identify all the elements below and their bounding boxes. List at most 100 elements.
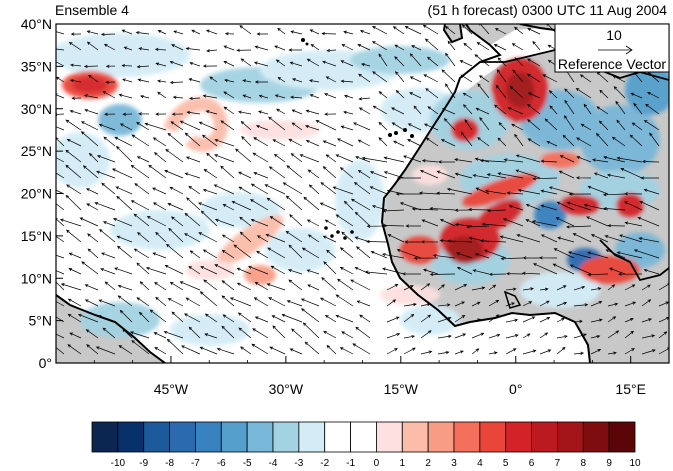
wind-arrow — [395, 192, 421, 196]
wind-arrow — [340, 125, 354, 131]
wind-arrow — [572, 233, 592, 243]
wind-arrow — [339, 167, 354, 179]
wind-arrow — [322, 140, 337, 147]
wind-arrow — [86, 203, 99, 211]
wind-arrow — [281, 313, 303, 323]
wind-arrow — [169, 281, 184, 291]
wind-arrow — [590, 301, 603, 307]
wind-arrow — [288, 48, 302, 52]
wind-arrow — [580, 123, 592, 131]
wind-arrow — [238, 327, 252, 339]
wind-arrow — [69, 109, 82, 115]
wind-arrow — [359, 30, 371, 35]
wind-arrow — [186, 110, 201, 115]
wind-arrow — [443, 118, 456, 131]
wind-arrow — [419, 169, 439, 179]
wind-arrow — [56, 270, 65, 275]
wind-arrow — [203, 279, 218, 291]
colorbar-label: 10 — [629, 458, 641, 469]
wind-arrow — [527, 138, 541, 147]
wind-arrow — [271, 315, 286, 323]
reference-vector-magnitude: 10 — [606, 27, 622, 43]
wind-arrow — [538, 256, 558, 260]
wind-arrow — [165, 243, 184, 259]
wind-arrow — [488, 284, 497, 291]
wind-arrow — [575, 87, 592, 99]
wind-arrow — [65, 119, 82, 131]
islands — [301, 38, 414, 240]
wind-arrow — [459, 60, 473, 67]
wind-arrow — [87, 248, 99, 259]
wind-arrow — [289, 61, 303, 67]
wind-arrow — [309, 29, 320, 35]
wind-arrow — [157, 30, 167, 35]
wind-arrow — [355, 246, 371, 259]
wind-arrow — [304, 341, 320, 355]
wind-arrow — [460, 131, 473, 147]
wind-arrow — [169, 60, 184, 67]
wind-arrow — [98, 299, 116, 307]
wind-arrow — [114, 136, 133, 147]
wind-arrow — [155, 296, 167, 307]
wind-arrow — [616, 251, 643, 259]
wind-arrow — [548, 90, 558, 99]
wind-arrow — [624, 192, 643, 196]
wind-arrow — [153, 332, 167, 339]
wind-arrow — [131, 134, 150, 147]
wind-arrow — [56, 60, 65, 67]
wind-arrow — [437, 334, 452, 339]
wind-arrow — [516, 234, 541, 243]
colorbar-swatch — [117, 421, 145, 453]
wind-arrow — [203, 168, 218, 179]
wind-arrow — [65, 229, 82, 243]
wind-arrow — [209, 76, 218, 83]
colorbar-label: 0 — [374, 458, 380, 469]
wind-arrow — [613, 86, 626, 99]
wind-arrow — [369, 186, 388, 195]
coastline-africa — [380, 24, 591, 363]
wind-arrow — [201, 134, 218, 147]
wind-arrow — [624, 221, 643, 227]
wind-arrow — [56, 301, 65, 307]
wind-arrow — [189, 96, 201, 101]
wind-arrow — [488, 351, 498, 355]
wind-arrow — [447, 40, 456, 51]
wind-arrow — [277, 27, 286, 35]
wind-arrow — [122, 328, 133, 339]
wind-arrow — [343, 200, 354, 211]
wind-arrow — [221, 325, 235, 339]
wind-arrow — [320, 182, 337, 195]
wind-arrow — [557, 236, 575, 243]
wind-arrow — [200, 210, 218, 227]
wind-arrow — [326, 249, 337, 259]
wind-arrow — [115, 186, 133, 195]
wind-arrow — [409, 76, 422, 83]
wind-arrow — [236, 282, 252, 291]
wind-arrow — [423, 74, 439, 83]
wind-arrow — [553, 248, 575, 259]
wind-arrow — [322, 60, 337, 67]
colorbar-label: 8 — [581, 458, 587, 469]
wind-arrow — [583, 103, 592, 115]
wind-arrow — [303, 196, 320, 211]
wind-arrow — [153, 152, 167, 163]
wind-arrow — [633, 249, 660, 259]
wind-arrow — [172, 95, 184, 99]
lon-tick-label: 0° — [509, 381, 522, 397]
colorbar-swatch — [246, 421, 274, 453]
wind-arrow — [81, 261, 99, 275]
wind-arrow — [555, 217, 575, 227]
wind-arrow — [202, 249, 218, 259]
wind-arrow — [522, 256, 541, 260]
wind-arrow — [386, 332, 401, 339]
wind-arrow — [229, 297, 252, 307]
wind-arrow — [305, 109, 320, 115]
wind-arrow — [131, 340, 150, 355]
wind-arrow — [170, 121, 184, 131]
wind-arrow — [59, 218, 82, 227]
wind-arrow — [420, 314, 432, 323]
lat-tick-label: 30°N — [21, 101, 52, 117]
wind-arrow — [233, 244, 252, 259]
wind-arrow — [641, 334, 656, 339]
wind-arrow — [98, 123, 116, 131]
